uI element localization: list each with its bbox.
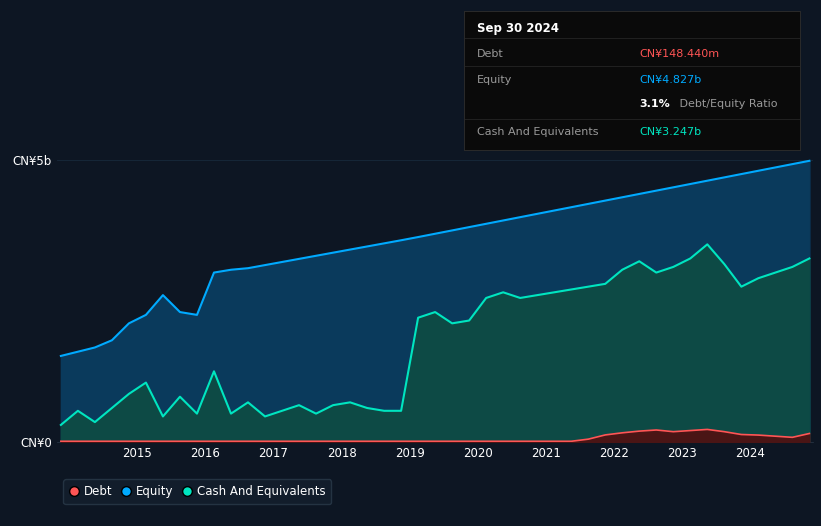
Text: Sep 30 2024: Sep 30 2024	[477, 22, 559, 35]
Legend: Debt, Equity, Cash And Equivalents: Debt, Equity, Cash And Equivalents	[63, 479, 332, 504]
Text: CN¥148.440m: CN¥148.440m	[639, 49, 719, 59]
Text: 3.1%: 3.1%	[639, 99, 670, 109]
Text: Equity: Equity	[477, 75, 512, 85]
Text: CN¥3.247b: CN¥3.247b	[639, 127, 701, 137]
Text: Debt: Debt	[477, 49, 504, 59]
Text: CN¥4.827b: CN¥4.827b	[639, 75, 701, 85]
Text: Debt/Equity Ratio: Debt/Equity Ratio	[676, 99, 777, 109]
Text: Cash And Equivalents: Cash And Equivalents	[477, 127, 599, 137]
